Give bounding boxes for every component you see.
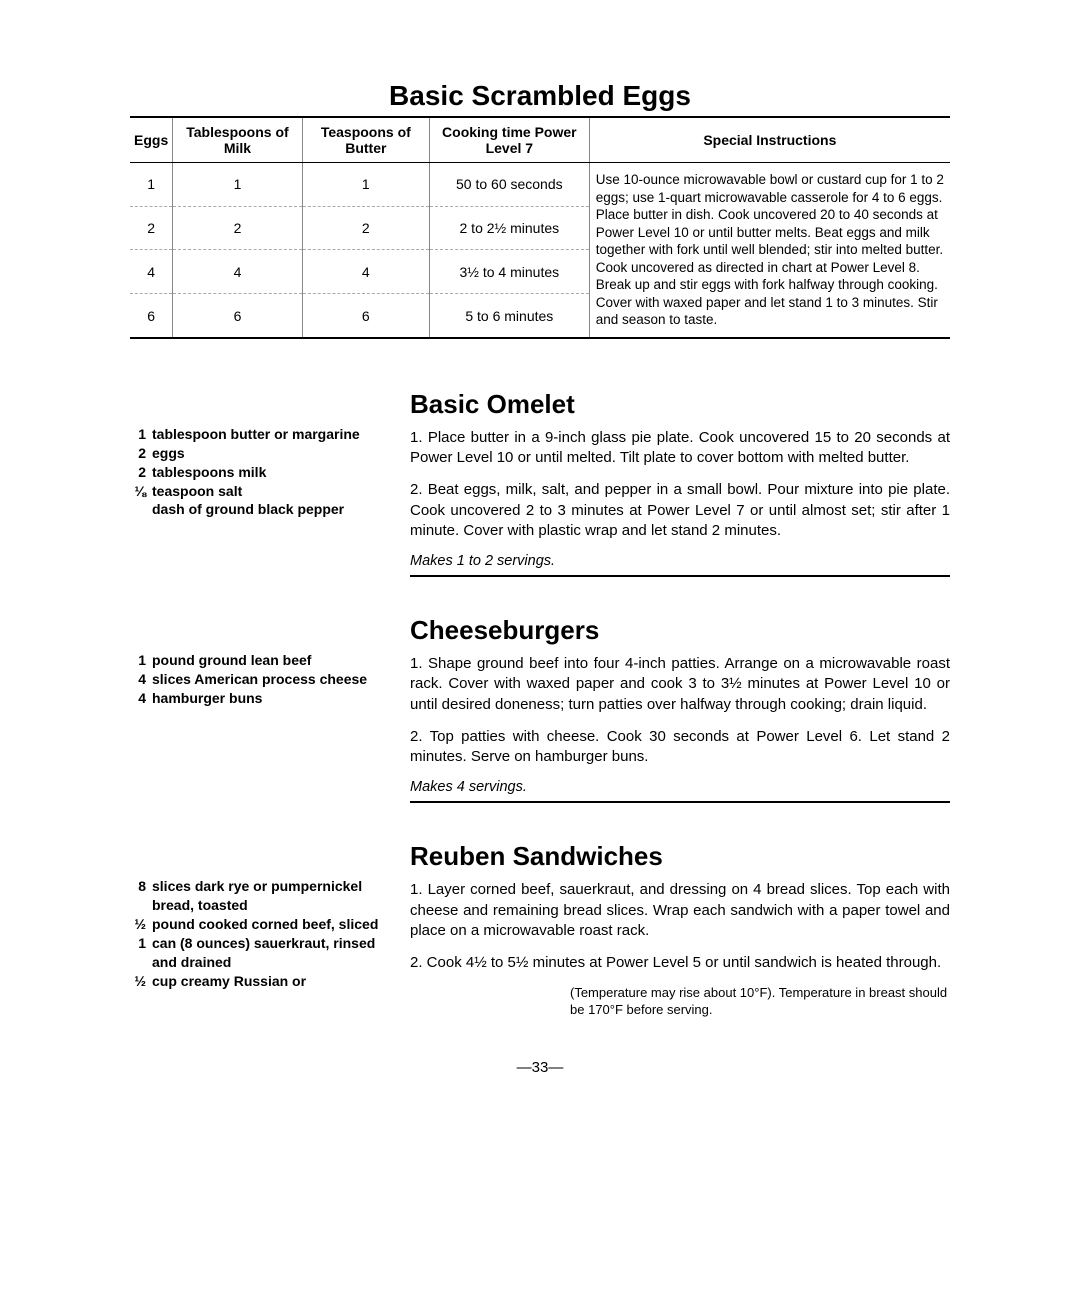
ingredient: hamburger buns <box>152 689 390 708</box>
ingredient: teaspoon salt <box>152 482 390 501</box>
qty <box>130 500 152 519</box>
table-row: 1 1 1 50 to 60 seconds Use 10-ounce micr… <box>130 163 950 207</box>
qty: 1 <box>130 651 152 670</box>
col-instructions: Special Instructions <box>589 118 950 163</box>
page-number: —33— <box>130 1059 950 1076</box>
recipe-title: Cheeseburgers <box>410 615 950 646</box>
ingredient: pound cooked corned beef, sliced <box>152 915 390 934</box>
col-butter: Teaspoons of Butter <box>302 118 429 163</box>
cell: 4 <box>302 250 429 294</box>
ingredient: tablespoons milk <box>152 463 390 482</box>
qty: 1 <box>130 425 152 444</box>
step-1: 1. Shape ground beef into four 4-inch pa… <box>410 654 950 715</box>
recipe-title: Basic Omelet <box>410 389 950 420</box>
cell: 1 <box>173 163 302 207</box>
qty: 4 <box>130 689 152 708</box>
cell: 4 <box>130 250 173 294</box>
cell: 6 <box>302 294 429 337</box>
servings: Makes 4 servings. <box>410 779 950 795</box>
servings: Makes 1 to 2 servings. <box>410 553 950 569</box>
qty: 8 <box>130 877 152 915</box>
col-time: Cooking time Power Level 7 <box>429 118 589 163</box>
step-1: 1. Layer corned beef, sauerkraut, and dr… <box>410 880 950 941</box>
temp-note: (Temperature may rise about 10°F). Tempe… <box>570 985 950 1019</box>
step-2: 2. Top patties with cheese. Cook 30 seco… <box>410 727 950 768</box>
qty: ½ <box>130 915 152 934</box>
qty: ½ <box>130 972 152 991</box>
recipe-cheeseburgers: 1pound ground lean beef 4slices American… <box>130 615 950 831</box>
qty: 1 <box>130 934 152 972</box>
ingredient: eggs <box>152 444 390 463</box>
rule <box>410 801 950 803</box>
cell: 1 <box>302 163 429 207</box>
ingredient: can (8 ounces) sauerkraut, rinsed and dr… <box>152 934 390 972</box>
cell: 6 <box>173 294 302 337</box>
step-1: 1. Place butter in a 9-inch glass pie pl… <box>410 428 950 469</box>
cell: 50 to 60 seconds <box>429 163 589 207</box>
recipe-title: Reuben Sandwiches <box>410 841 950 872</box>
cell: 2 <box>302 206 429 250</box>
page: Basic Scrambled Eggs Eggs Tablespoons of… <box>0 0 1080 1116</box>
cell: 4 <box>173 250 302 294</box>
recipe-omelet: 1tablespoon butter or margarine 2eggs 2t… <box>130 389 950 605</box>
col-milk: Tablespoons of Milk <box>173 118 302 163</box>
ingredient: slices dark rye or pumpernickel bread, t… <box>152 877 390 915</box>
ingredients-list: 8slices dark rye or pumpernickel bread, … <box>130 841 410 1019</box>
rule <box>410 575 950 577</box>
cell: 6 <box>130 294 173 337</box>
qty: ⅛ <box>130 482 152 501</box>
ingredient: tablespoon butter or margarine <box>152 425 390 444</box>
recipe-reuben: 8slices dark rye or pumpernickel bread, … <box>130 841 950 1019</box>
cell: 2 <box>173 206 302 250</box>
cell: 5 to 6 minutes <box>429 294 589 337</box>
step-2: 2. Beat eggs, milk, salt, and pepper in … <box>410 480 950 541</box>
recipe-body: Cheeseburgers 1. Shape ground beef into … <box>410 615 950 831</box>
recipe-body: Reuben Sandwiches 1. Layer corned beef, … <box>410 841 950 1019</box>
step-2: 2. Cook 4½ to 5½ minutes at Power Level … <box>410 953 950 973</box>
ingredient: cup creamy Russian or <box>152 972 390 991</box>
qty: 2 <box>130 444 152 463</box>
ingredients-list: 1tablespoon butter or margarine 2eggs 2t… <box>130 389 410 605</box>
cell: 2 <box>130 206 173 250</box>
instructions-cell: Use 10-ounce microwavable bowl or custar… <box>589 163 950 337</box>
ingredient: dash of ground black pepper <box>152 500 390 519</box>
col-eggs: Eggs <box>130 118 173 163</box>
recipe-body: Basic Omelet 1. Place butter in a 9-inch… <box>410 389 950 605</box>
qty: 4 <box>130 670 152 689</box>
qty: 2 <box>130 463 152 482</box>
rule <box>130 337 950 339</box>
ingredient: slices American process cheese <box>152 670 390 689</box>
cell: 3½ to 4 minutes <box>429 250 589 294</box>
cell: 1 <box>130 163 173 207</box>
cell: 2 to 2½ minutes <box>429 206 589 250</box>
ingredient: pound ground lean beef <box>152 651 390 670</box>
eggs-table: Eggs Tablespoons of Milk Teaspoons of Bu… <box>130 118 950 337</box>
ingredients-list: 1pound ground lean beef 4slices American… <box>130 615 410 831</box>
eggs-table-title: Basic Scrambled Eggs <box>130 80 950 112</box>
